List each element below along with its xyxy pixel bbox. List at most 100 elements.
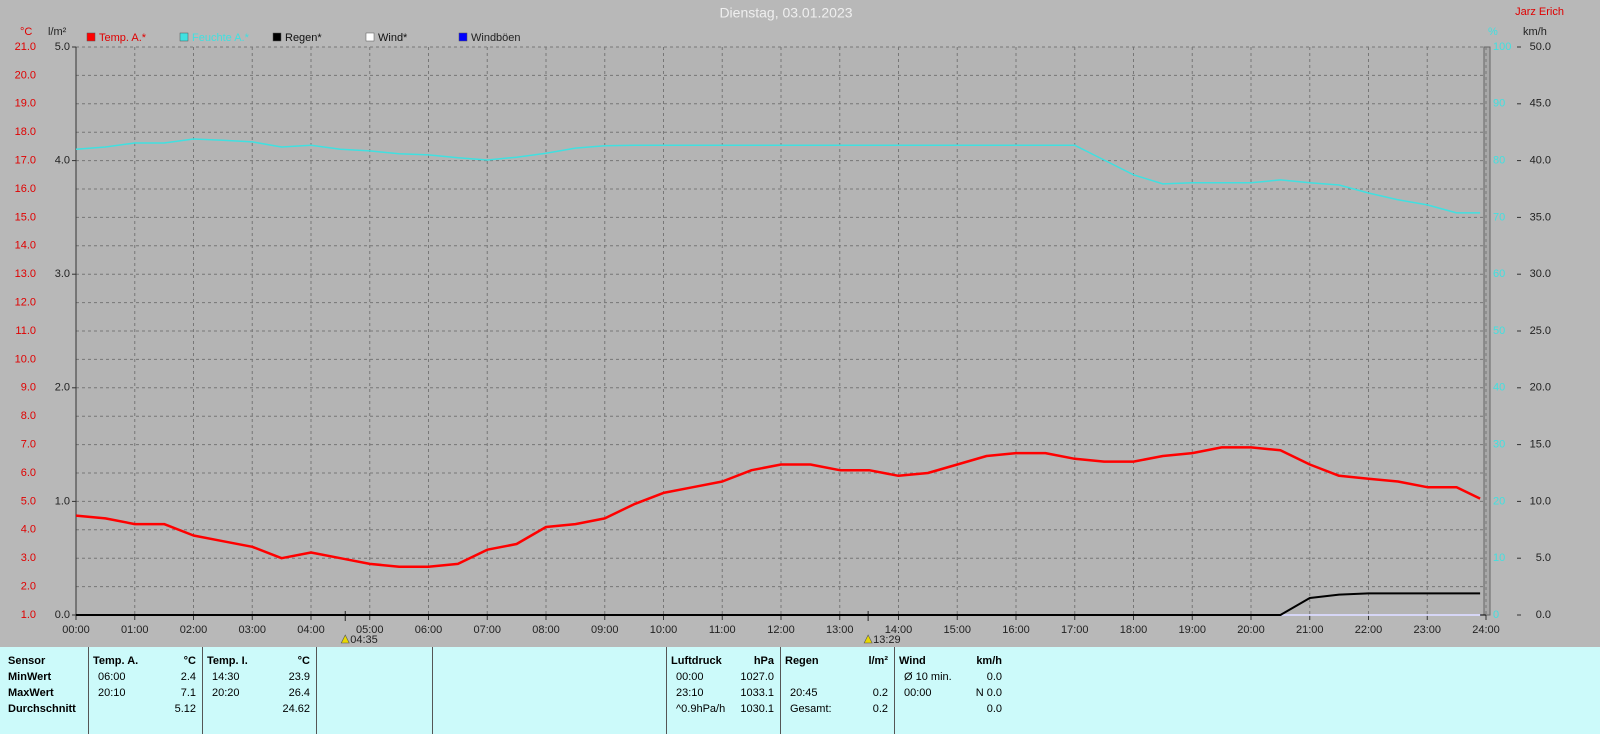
- x-tick-label: 00:00: [62, 624, 90, 636]
- x-tick-label: 04:00: [297, 624, 325, 636]
- chart: Dienstag, 03.01.2023 Jarz Erich °C l/m² …: [15, 5, 1564, 646]
- chart-title: Dienstag, 03.01.2023: [719, 5, 852, 21]
- group-unit: °C: [297, 655, 310, 667]
- group-header: Temp. A.: [93, 655, 139, 667]
- y3-tick-label: 0: [1493, 609, 1499, 621]
- legend-label: Temp. A.*: [99, 32, 147, 44]
- row-label: MaxWert: [8, 687, 54, 699]
- stat-value: 1030.1: [740, 703, 774, 715]
- y4-tick-label: 40.0: [1530, 155, 1551, 167]
- x-tick-label: 05:00: [356, 624, 384, 636]
- y-tick-label: 10.0: [15, 353, 36, 365]
- x-tick-label: 23:00: [1413, 624, 1441, 636]
- stat-value: 0.2: [872, 703, 888, 715]
- x-tick-label: 02:00: [180, 624, 208, 636]
- stat-time: 00:00: [676, 671, 704, 683]
- y-tick-label: 11.0: [15, 325, 36, 337]
- legend-label: Feuchte A.*: [192, 32, 250, 44]
- y3-tick-label: 60: [1493, 268, 1505, 280]
- x-tick-label: 20:00: [1237, 624, 1265, 636]
- y2-tick-label: 0.0: [55, 609, 70, 621]
- y3-tick-label: 90: [1493, 98, 1505, 110]
- y3-tick-label: 80: [1493, 155, 1505, 167]
- series-line: [75, 446, 1481, 568]
- y-tick-label: 7.0: [21, 439, 36, 451]
- y4-tick-label: 50.0: [1530, 41, 1551, 53]
- y-tick-label: 2.0: [21, 581, 36, 593]
- divider: [316, 647, 317, 734]
- x-tick-label: 16:00: [1002, 624, 1030, 636]
- group-header: Wind: [899, 655, 926, 667]
- y3-axis-label: %: [1488, 26, 1498, 38]
- y4-tick-label: 45.0: [1530, 98, 1551, 110]
- x-tick-label: 17:00: [1061, 624, 1089, 636]
- legend-swatch: [272, 32, 282, 42]
- group-header: Luftdruck: [671, 655, 722, 667]
- y-tick-label: 19.0: [15, 98, 36, 110]
- stat-value: 23.9: [288, 671, 310, 683]
- group-unit: km/h: [976, 655, 1002, 667]
- stat-time: Ø 10 min.: [904, 671, 952, 683]
- y4-axis-label: km/h: [1523, 26, 1547, 38]
- divider: [432, 647, 433, 734]
- row-label: MinWert: [8, 671, 52, 683]
- stat-value: 26.4: [288, 687, 310, 699]
- stat-time: 20:10: [98, 687, 126, 699]
- series-line: [75, 138, 1481, 214]
- stat-time: ^0.9hPa/h: [676, 703, 726, 715]
- x-tick-label: 07:00: [473, 624, 501, 636]
- x-tick-label: 13:00: [826, 624, 854, 636]
- x-tick-label: 08:00: [532, 624, 560, 636]
- stat-value: N 0.0: [975, 687, 1002, 699]
- x-tick-label: 18:00: [1120, 624, 1148, 636]
- stat-value: 2.4: [180, 671, 196, 683]
- y2-tick-label: 3.0: [55, 268, 70, 280]
- stats-panel: Sensor MinWert MaxWert Durchschnitt Temp. A.…: [0, 647, 1600, 734]
- row-label: Durchschnitt: [8, 703, 76, 715]
- y-tick-label: 9.0: [21, 382, 36, 394]
- x-tick-label: 11:00: [709, 624, 736, 636]
- stat-value: 7.1: [180, 687, 196, 699]
- stat-time: 14:30: [212, 671, 240, 683]
- group-header: Temp. I.: [207, 655, 248, 667]
- y-tick-label: 15.0: [15, 211, 36, 223]
- sun-label: 04:35: [350, 634, 378, 646]
- y3-tick-label: 40: [1493, 382, 1505, 394]
- stat-time: 23:10: [676, 687, 704, 699]
- y4-tick-label: 30.0: [1530, 268, 1551, 280]
- y-tick-label: 13.0: [15, 268, 36, 280]
- y4-tick-label: 5.0: [1536, 552, 1551, 564]
- stat-value: 1027.0: [740, 671, 774, 683]
- y-tick-label: 20.0: [15, 69, 36, 81]
- divider: [88, 647, 89, 734]
- stat-value: 5.12: [174, 703, 196, 715]
- y4-tick-label: 35.0: [1530, 211, 1551, 223]
- y-tick-label: 18.0: [15, 126, 36, 138]
- row-label: Sensor: [8, 655, 46, 667]
- group-unit: l/m²: [868, 655, 888, 667]
- y3-tick-label: 30: [1493, 439, 1505, 451]
- right-bar: [1483, 46, 1491, 616]
- y-axis-label: °C: [20, 26, 32, 38]
- y3-tick-label: 70: [1493, 211, 1505, 223]
- y-tick-label: 16.0: [15, 183, 36, 195]
- y-tick-label: 8.0: [21, 410, 36, 422]
- x-tick-label: 15:00: [943, 624, 971, 636]
- x-tick-label: 24:00: [1472, 624, 1500, 636]
- y-tick-label: 12.0: [15, 297, 36, 309]
- x-tick-label: 12:00: [767, 624, 795, 636]
- y-tick-label: 21.0: [15, 41, 36, 53]
- y4-tick-label: 15.0: [1530, 439, 1551, 451]
- group-unit: °C: [183, 655, 196, 667]
- y4-tick-label: 0.0: [1536, 609, 1551, 621]
- author: Jarz Erich: [1515, 6, 1564, 18]
- stat-time: 20:45: [790, 687, 818, 699]
- y2-tick-label: 5.0: [55, 41, 70, 53]
- stat-value: 24.62: [282, 703, 310, 715]
- y3-tick-label: 100: [1493, 41, 1511, 53]
- x-tick-label: 09:00: [591, 624, 619, 636]
- stat-value: 1033.1: [740, 687, 774, 699]
- sun-label: 13:29: [873, 634, 901, 646]
- divider: [202, 647, 203, 734]
